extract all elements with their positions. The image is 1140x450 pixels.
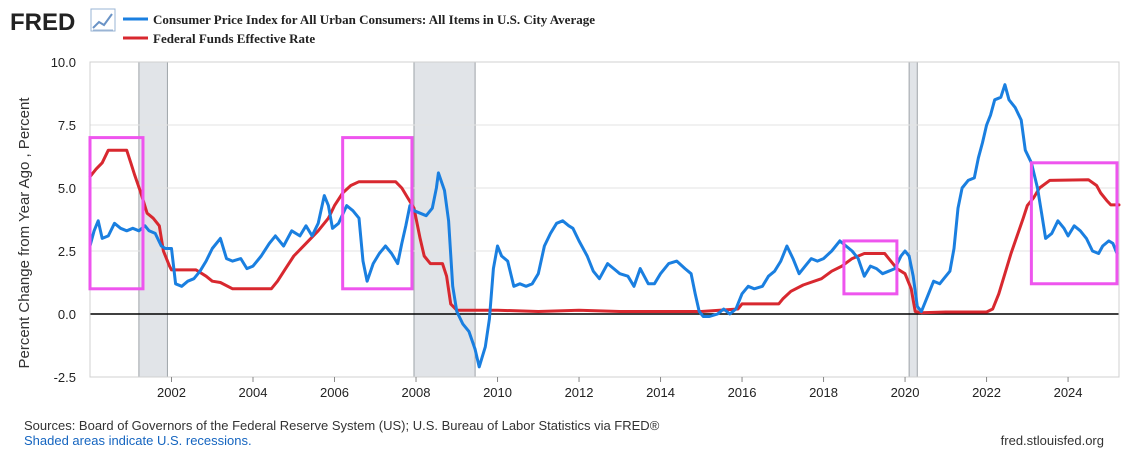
highlight-box-1 [341,136,414,291]
highlight-box-3 [1029,161,1119,286]
y-tick-label: 2.5 [58,244,76,259]
legend-label-ffr: Federal Funds Effective Rate [153,31,315,46]
recession-bands [138,62,918,377]
x-tick-label: 2004 [239,385,268,400]
x-tick-label: 2010 [483,385,512,400]
legend: Consumer Price Index for All Urban Consu… [123,12,595,46]
legend-label-cpi: Consumer Price Index for All Urban Consu… [153,12,595,27]
sources-note: Sources: Board of Governors of the Feder… [24,418,660,433]
y-tick-label: 0.0 [58,307,76,322]
y-tick-label: -2.5 [54,370,76,385]
y-tick-label: 10.0 [51,55,76,70]
trend-line-icon [90,8,116,32]
gridlines [90,61,1119,378]
x-tick-label: 2006 [320,385,349,400]
series-lines [88,83,1121,369]
x-axis-ticks: 2002 2004 2006 2008 2010 2012 2014 2016 2018 2020… [157,377,1083,400]
recession-band-2 [909,62,918,377]
x-tick-label: 2018 [809,385,838,400]
y-tick-label: 5.0 [58,181,76,196]
recession-note-link[interactable]: Shaded areas indicate U.S. recessions. [24,433,252,448]
cpi-series-line[interactable] [88,83,1119,369]
y-tick-label: 7.5 [58,118,76,133]
highlight-box-0 [88,136,145,291]
x-tick-label: 2002 [157,385,186,400]
fred-logo[interactable]: FRED [10,8,116,36]
highlight-boxes [88,136,1119,296]
x-tick-label: 2022 [972,385,1001,400]
logo-text: FRED [10,9,75,36]
x-tick-label: 2014 [646,385,675,400]
x-tick-label: 2016 [728,385,757,400]
y-axis-ticks: 10.0 7.5 5.0 2.5 0.0 -2.5 [51,55,76,385]
x-tick-label: 2024 [1054,385,1083,400]
x-tick-label: 2020 [891,385,920,400]
y-axis-label: Percent Change from Year Ago , Percent [16,97,33,369]
fed-funds-series-line[interactable] [88,148,1121,315]
highlight-box-2 [842,239,899,296]
plot-area[interactable] [89,61,1120,378]
site-url[interactable]: fred.stlouisfed.org [1000,433,1104,448]
x-tick-label: 2008 [402,385,431,400]
x-tick-label: 2012 [565,385,594,400]
